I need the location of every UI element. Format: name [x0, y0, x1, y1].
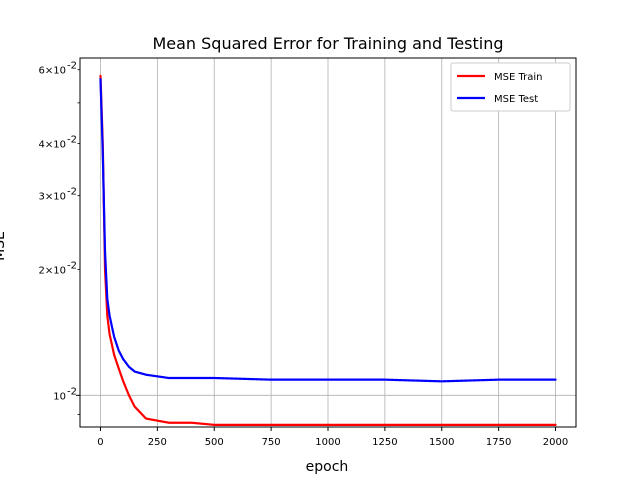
x-tick-label: 250 — [148, 437, 167, 448]
y-tick-label: 10 -2 — [53, 386, 77, 402]
y-tick-label-base: 6×10 — [39, 66, 66, 77]
legend-label-mse-train: MSE Train — [494, 72, 542, 83]
legend-label-mse-test: MSE Test — [494, 94, 538, 105]
y-tick-label: 2×10 -2 — [39, 260, 77, 276]
y-tick-label-exp: -2 — [67, 386, 77, 397]
chart-title: Mean Squared Error for Training and Test… — [152, 34, 503, 53]
y-tick-label-base: 3×10 — [39, 192, 66, 203]
y-tick-label-exp: -2 — [67, 260, 77, 271]
x-tick-label: 750 — [262, 437, 281, 448]
x-tick-label: 0 — [97, 437, 103, 448]
y-tick-label-base: 4×10 — [39, 139, 66, 150]
x-tick-label: 500 — [205, 437, 224, 448]
y-tick-label-base: 2×10 — [39, 265, 66, 276]
x-tick-label: 1250 — [372, 437, 397, 448]
x-axis-label: epoch — [306, 459, 349, 475]
series-line-mse-test — [99, 77, 557, 383]
x-tick-label: 1750 — [486, 437, 511, 448]
y-tick-label-exp: -2 — [67, 187, 77, 198]
y-tick-label: 3×10 -2 — [39, 187, 77, 203]
y-tick-label: 4×10 -2 — [39, 134, 77, 150]
x-tick-label: 1500 — [429, 437, 454, 448]
x-tick-label: 2000 — [543, 437, 568, 448]
y-axis-label: MSE — [0, 231, 8, 261]
y-tick-label-exp: -2 — [67, 134, 77, 145]
x-tick-label: 1000 — [315, 437, 340, 448]
series-line-mse-train — [99, 74, 557, 426]
y-tick-label: 6×10 -2 — [39, 61, 77, 77]
y-tick-label-exp: -2 — [67, 61, 77, 72]
y-tick-label-base: 10 — [53, 391, 66, 402]
